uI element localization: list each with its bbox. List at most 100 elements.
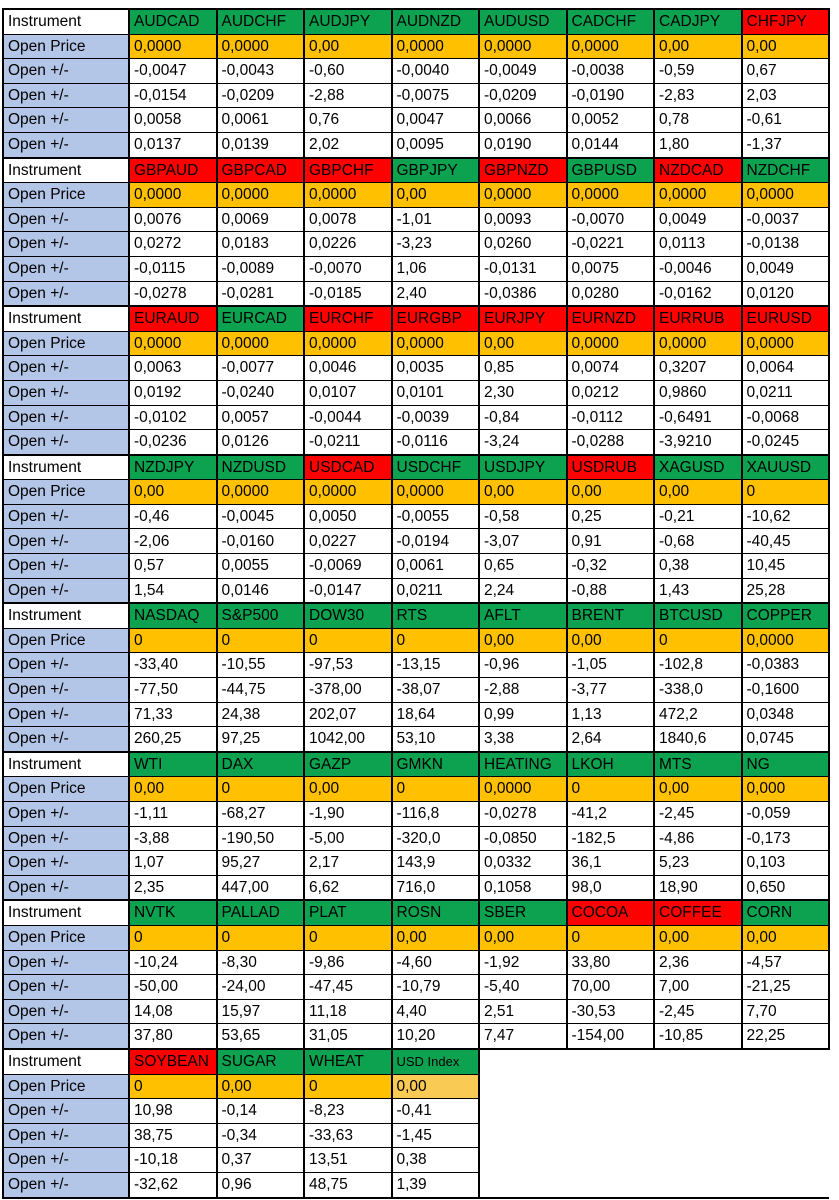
open-delta-cell[interactable]: 0,96 xyxy=(215,1171,305,1199)
open-price-cell[interactable]: 0,0000 xyxy=(215,330,305,357)
open-price-cell[interactable]: 0,0000 xyxy=(653,330,743,357)
open-delta-cell[interactable]: 0,0095 xyxy=(390,131,480,159)
row-label-cell[interactable]: Open +/- xyxy=(2,280,130,307)
open-delta-cell[interactable]: 0,0227 xyxy=(303,528,393,555)
open-delta-cell[interactable]: 0,650 xyxy=(740,874,830,901)
open-delta-cell[interactable]: 1,39 xyxy=(390,1171,480,1199)
row-label-cell[interactable]: Instrument xyxy=(2,305,130,332)
row-label-cell[interactable]: Open +/- xyxy=(2,1098,130,1124)
instrument-header-cell[interactable]: GBPAUD xyxy=(128,156,218,184)
open-price-cell[interactable]: 0 xyxy=(565,924,655,951)
instrument-header-cell[interactable]: BRENT xyxy=(565,602,655,629)
row-label-cell[interactable]: Open +/- xyxy=(2,652,130,679)
instrument-header-cell[interactable]: CADCHF xyxy=(565,7,655,35)
open-delta-cell[interactable]: 2,03 xyxy=(740,82,830,109)
open-price-cell[interactable]: 0,00 xyxy=(478,924,568,951)
open-delta-cell[interactable]: -10,18 xyxy=(128,1147,218,1173)
open-delta-cell[interactable]: 0,0348 xyxy=(740,701,830,728)
instrument-header-cell[interactable]: BTCUSD xyxy=(653,602,743,629)
open-delta-cell[interactable]: -3,24 xyxy=(478,429,568,456)
open-delta-cell[interactable]: -0,0386 xyxy=(478,280,568,307)
row-label-cell[interactable]: Open +/- xyxy=(2,1147,130,1173)
open-delta-cell[interactable]: 7,70 xyxy=(740,998,830,1025)
row-label-cell[interactable]: Open +/- xyxy=(2,874,130,901)
open-delta-cell[interactable]: 0,78 xyxy=(653,107,743,133)
open-price-cell[interactable]: 0,0000 xyxy=(128,33,218,60)
open-price-cell[interactable]: 0 xyxy=(303,924,393,951)
instrument-header-cell[interactable]: SOYBEAN xyxy=(128,1047,218,1075)
open-delta-cell[interactable]: -0,0185 xyxy=(303,280,393,307)
open-delta-cell[interactable]: -190,50 xyxy=(215,825,305,852)
open-price-cell[interactable]: 0,00 xyxy=(128,776,218,802)
row-label-cell[interactable]: Open +/- xyxy=(2,677,130,703)
row-label-cell[interactable]: Open +/- xyxy=(2,528,130,555)
open-delta-cell[interactable]: 0,0260 xyxy=(478,231,568,257)
row-label-cell[interactable]: Open +/- xyxy=(2,726,130,753)
row-label-cell[interactable]: Instrument xyxy=(2,899,130,926)
open-delta-cell[interactable]: 0,9860 xyxy=(653,379,743,406)
open-delta-cell[interactable]: 14,08 xyxy=(128,998,218,1025)
row-label-cell[interactable]: Instrument xyxy=(2,602,130,629)
open-price-cell[interactable]: 0,0000 xyxy=(390,479,480,505)
open-delta-cell[interactable]: -2,45 xyxy=(653,801,743,827)
open-delta-cell[interactable]: 2,40 xyxy=(390,280,480,307)
open-delta-cell[interactable]: 0,0226 xyxy=(303,231,393,257)
open-price-cell[interactable]: 0 xyxy=(740,479,830,505)
instrument-header-cell[interactable]: SUGAR xyxy=(215,1047,305,1075)
open-delta-cell[interactable]: 472,2 xyxy=(653,701,743,728)
open-delta-cell[interactable]: -0,0211 xyxy=(303,429,393,456)
open-delta-cell[interactable]: 24,38 xyxy=(215,701,305,728)
open-delta-cell[interactable]: 2,02 xyxy=(303,131,393,159)
open-delta-cell[interactable]: -33,63 xyxy=(303,1122,393,1149)
open-delta-cell[interactable]: -0,0049 xyxy=(478,58,568,84)
open-delta-cell[interactable]: 0,0211 xyxy=(390,577,480,604)
instrument-header-cell[interactable]: COFFEE xyxy=(653,899,743,926)
open-delta-cell[interactable]: -0,6491 xyxy=(653,404,743,431)
row-label-cell[interactable]: Open Price xyxy=(2,330,130,357)
instrument-header-cell[interactable]: NG xyxy=(740,750,830,778)
instrument-header-cell[interactable]: EURCAD xyxy=(215,305,305,332)
open-delta-cell[interactable]: 0,67 xyxy=(740,58,830,84)
instrument-header-cell[interactable]: EURRUB xyxy=(653,305,743,332)
open-delta-cell[interactable]: 3,38 xyxy=(478,726,568,753)
open-delta-cell[interactable]: -0,0102 xyxy=(128,404,218,431)
row-label-cell[interactable]: Open +/- xyxy=(2,107,130,133)
open-delta-cell[interactable]: 0,0107 xyxy=(303,379,393,406)
open-price-cell[interactable]: 0,00 xyxy=(390,182,480,208)
open-price-cell[interactable]: 0 xyxy=(303,627,393,654)
open-delta-cell[interactable]: -0,21 xyxy=(653,503,743,530)
instrument-header-cell[interactable]: AFLT xyxy=(478,602,568,629)
open-delta-cell[interactable]: 716,0 xyxy=(390,874,480,901)
open-delta-cell[interactable]: 53,65 xyxy=(215,1023,305,1050)
row-label-cell[interactable]: Open +/- xyxy=(2,949,130,976)
open-price-cell[interactable]: 0,000 xyxy=(740,776,830,802)
open-delta-cell[interactable]: 0,0058 xyxy=(128,107,218,133)
open-delta-cell[interactable]: -0,0160 xyxy=(215,528,305,555)
row-label-cell[interactable]: Open +/- xyxy=(2,801,130,827)
open-delta-cell[interactable]: -3,23 xyxy=(390,231,480,257)
row-label-cell[interactable]: Open +/- xyxy=(2,974,130,1000)
open-delta-cell[interactable]: 0,0055 xyxy=(215,553,305,579)
instrument-header-cell[interactable]: EURJPY xyxy=(478,305,568,332)
open-delta-cell[interactable]: -0,14 xyxy=(215,1098,305,1124)
open-delta-cell[interactable]: 0,0190 xyxy=(478,131,568,159)
open-delta-cell[interactable]: -0,0245 xyxy=(740,429,830,456)
open-delta-cell[interactable]: -0,0240 xyxy=(215,379,305,406)
open-price-cell[interactable]: 0 xyxy=(565,776,655,802)
open-delta-cell[interactable]: -0,0044 xyxy=(303,404,393,431)
open-price-cell[interactable]: 0,00 xyxy=(653,33,743,60)
open-delta-cell[interactable]: -0,46 xyxy=(128,503,218,530)
open-delta-cell[interactable]: -338,0 xyxy=(653,677,743,703)
open-delta-cell[interactable]: -0,0068 xyxy=(740,404,830,431)
open-delta-cell[interactable]: -3,88 xyxy=(128,825,218,852)
instrument-header-cell[interactable]: DAX xyxy=(215,750,305,778)
instrument-header-cell[interactable]: AUDCAD xyxy=(128,7,218,35)
open-delta-cell[interactable]: -0,1600 xyxy=(740,677,830,703)
open-delta-cell[interactable]: 6,62 xyxy=(303,874,393,901)
open-delta-cell[interactable]: 0,0332 xyxy=(478,850,568,876)
open-delta-cell[interactable]: 0,38 xyxy=(390,1147,480,1173)
open-delta-cell[interactable]: -0,0047 xyxy=(128,58,218,84)
open-delta-cell[interactable]: 18,90 xyxy=(653,874,743,901)
open-delta-cell[interactable]: -2,45 xyxy=(653,998,743,1025)
instrument-header-cell[interactable]: USDRUB xyxy=(565,453,655,481)
